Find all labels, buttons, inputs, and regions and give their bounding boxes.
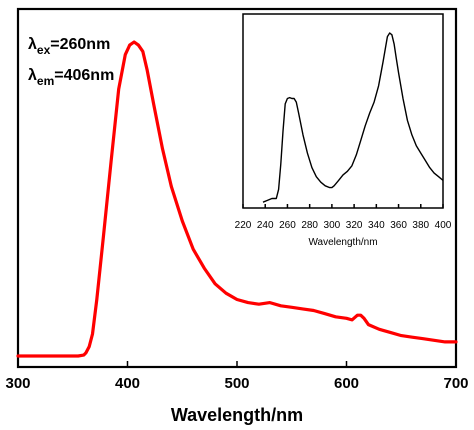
- inset-x-tick-label: 300: [324, 220, 341, 231]
- annotation-excitation-value: =260nm: [50, 36, 110, 53]
- inset-x-tick-label: 220: [235, 220, 252, 231]
- annotation-emission-value: =406nm: [54, 67, 114, 84]
- annotation-emission: λem=406nm: [28, 67, 114, 88]
- main-x-axis-label: Wavelength/nm: [171, 405, 303, 425]
- inset-plot-frame: [242, 13, 444, 209]
- main-x-tick-label: 400: [115, 375, 140, 392]
- inset-x-tick-label: 400: [435, 220, 452, 231]
- inset-x-tick-labels: 220 240 260 280 300 320 340 360 380 400: [235, 220, 452, 231]
- main-x-tick-label: 600: [334, 375, 359, 392]
- annotation-emission-symbol: λ: [28, 67, 37, 84]
- annotation-excitation: λex=260nm: [28, 36, 110, 57]
- inset-x-tick-label: 380: [412, 220, 429, 231]
- inset-x-tick-label: 280: [301, 220, 318, 231]
- main-emission-series-line: [16, 40, 458, 358]
- main-x-tick-label: 300: [5, 375, 30, 392]
- inset-x-tick-label: 240: [257, 220, 274, 231]
- main-x-tick-label: 700: [443, 375, 468, 392]
- inset-x-ticks: [242, 204, 444, 208]
- main-x-tick-labels: 300 400 500 600 700: [5, 375, 468, 392]
- inset-excitation-series-line: [262, 32, 444, 203]
- inset-x-axis-label: Wavelength/nm: [308, 237, 377, 248]
- inset-x-tick-label: 340: [368, 220, 385, 231]
- annotation-excitation-sub: ex: [37, 43, 51, 57]
- annotation-excitation-symbol: λ: [28, 36, 37, 53]
- annotation-emission-sub: em: [37, 74, 54, 88]
- inset-x-tick-label: 320: [346, 220, 363, 231]
- inset-x-tick-label: 260: [279, 220, 296, 231]
- main-x-ticks: [17, 361, 457, 367]
- inset-x-tick-label: 360: [390, 220, 407, 231]
- main-x-tick-label: 500: [224, 375, 249, 392]
